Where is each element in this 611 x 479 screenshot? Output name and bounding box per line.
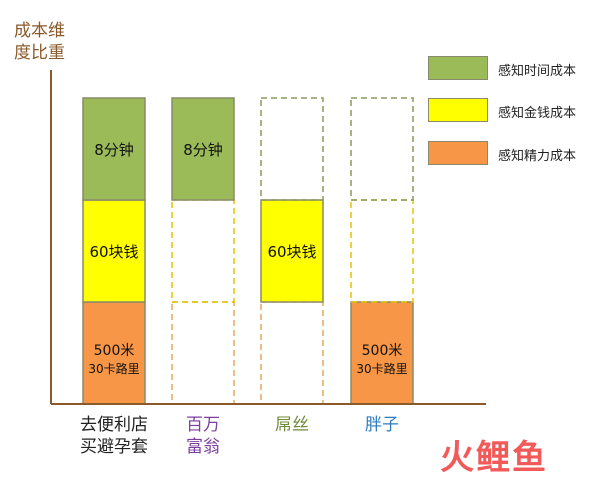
data-label: 500米 [362,343,403,359]
bar-segment [260,199,324,303]
category-label-millionaire: 百万 富翁 [148,414,258,458]
bar-segment [171,97,235,201]
category-label-line: 屌丝 [275,415,309,435]
y-axis-title-line-1: 成本维 [14,21,65,41]
empty-segment [350,97,414,201]
watermark-logo-text: 火鲤鱼 [440,438,548,478]
legend-swatch-time-cost [428,56,488,80]
empty-segment [171,301,235,405]
empty-segment [171,199,235,303]
data-label: 60块钱 [89,243,138,261]
empty-segment [260,97,324,201]
category-label-line: 百万 [186,415,220,435]
category-label-convenience-store: 去便利店 买避孕套 [59,414,169,458]
data-label: 500米 [94,343,135,359]
data-label: 30卡路里 [88,361,139,376]
category-label-fat-person: 胖子 [327,414,437,436]
data-label: 30卡路里 [356,361,407,376]
data-label: 8分钟 [94,141,134,159]
empty-segment [260,301,324,405]
bar-segment [82,199,146,303]
empty-segment [350,199,414,303]
y-axis-title-line-2: 度比重 [14,43,65,63]
category-label-diaosi: 屌丝 [237,414,347,436]
y-axis-title: 成本维 度比重 [14,20,84,64]
category-label-line: 买避孕套 [80,437,148,457]
legend-swatch-energy-cost [428,141,488,165]
bar-segment [82,97,146,201]
category-label-line: 去便利店 [80,415,148,435]
data-label: 60块钱 [267,243,316,261]
category-label-line: 富翁 [186,437,220,457]
data-label: 8分钟 [183,141,223,159]
bar-segment [82,301,146,405]
legend-label-money-cost: 感知金钱成本 [498,106,577,121]
category-label-line: 胖子 [365,415,399,435]
legend-label-energy-cost: 感知精力成本 [498,149,577,164]
legend-swatch-money-cost [428,98,488,122]
legend-label-time-cost: 感知时间成本 [498,64,577,79]
